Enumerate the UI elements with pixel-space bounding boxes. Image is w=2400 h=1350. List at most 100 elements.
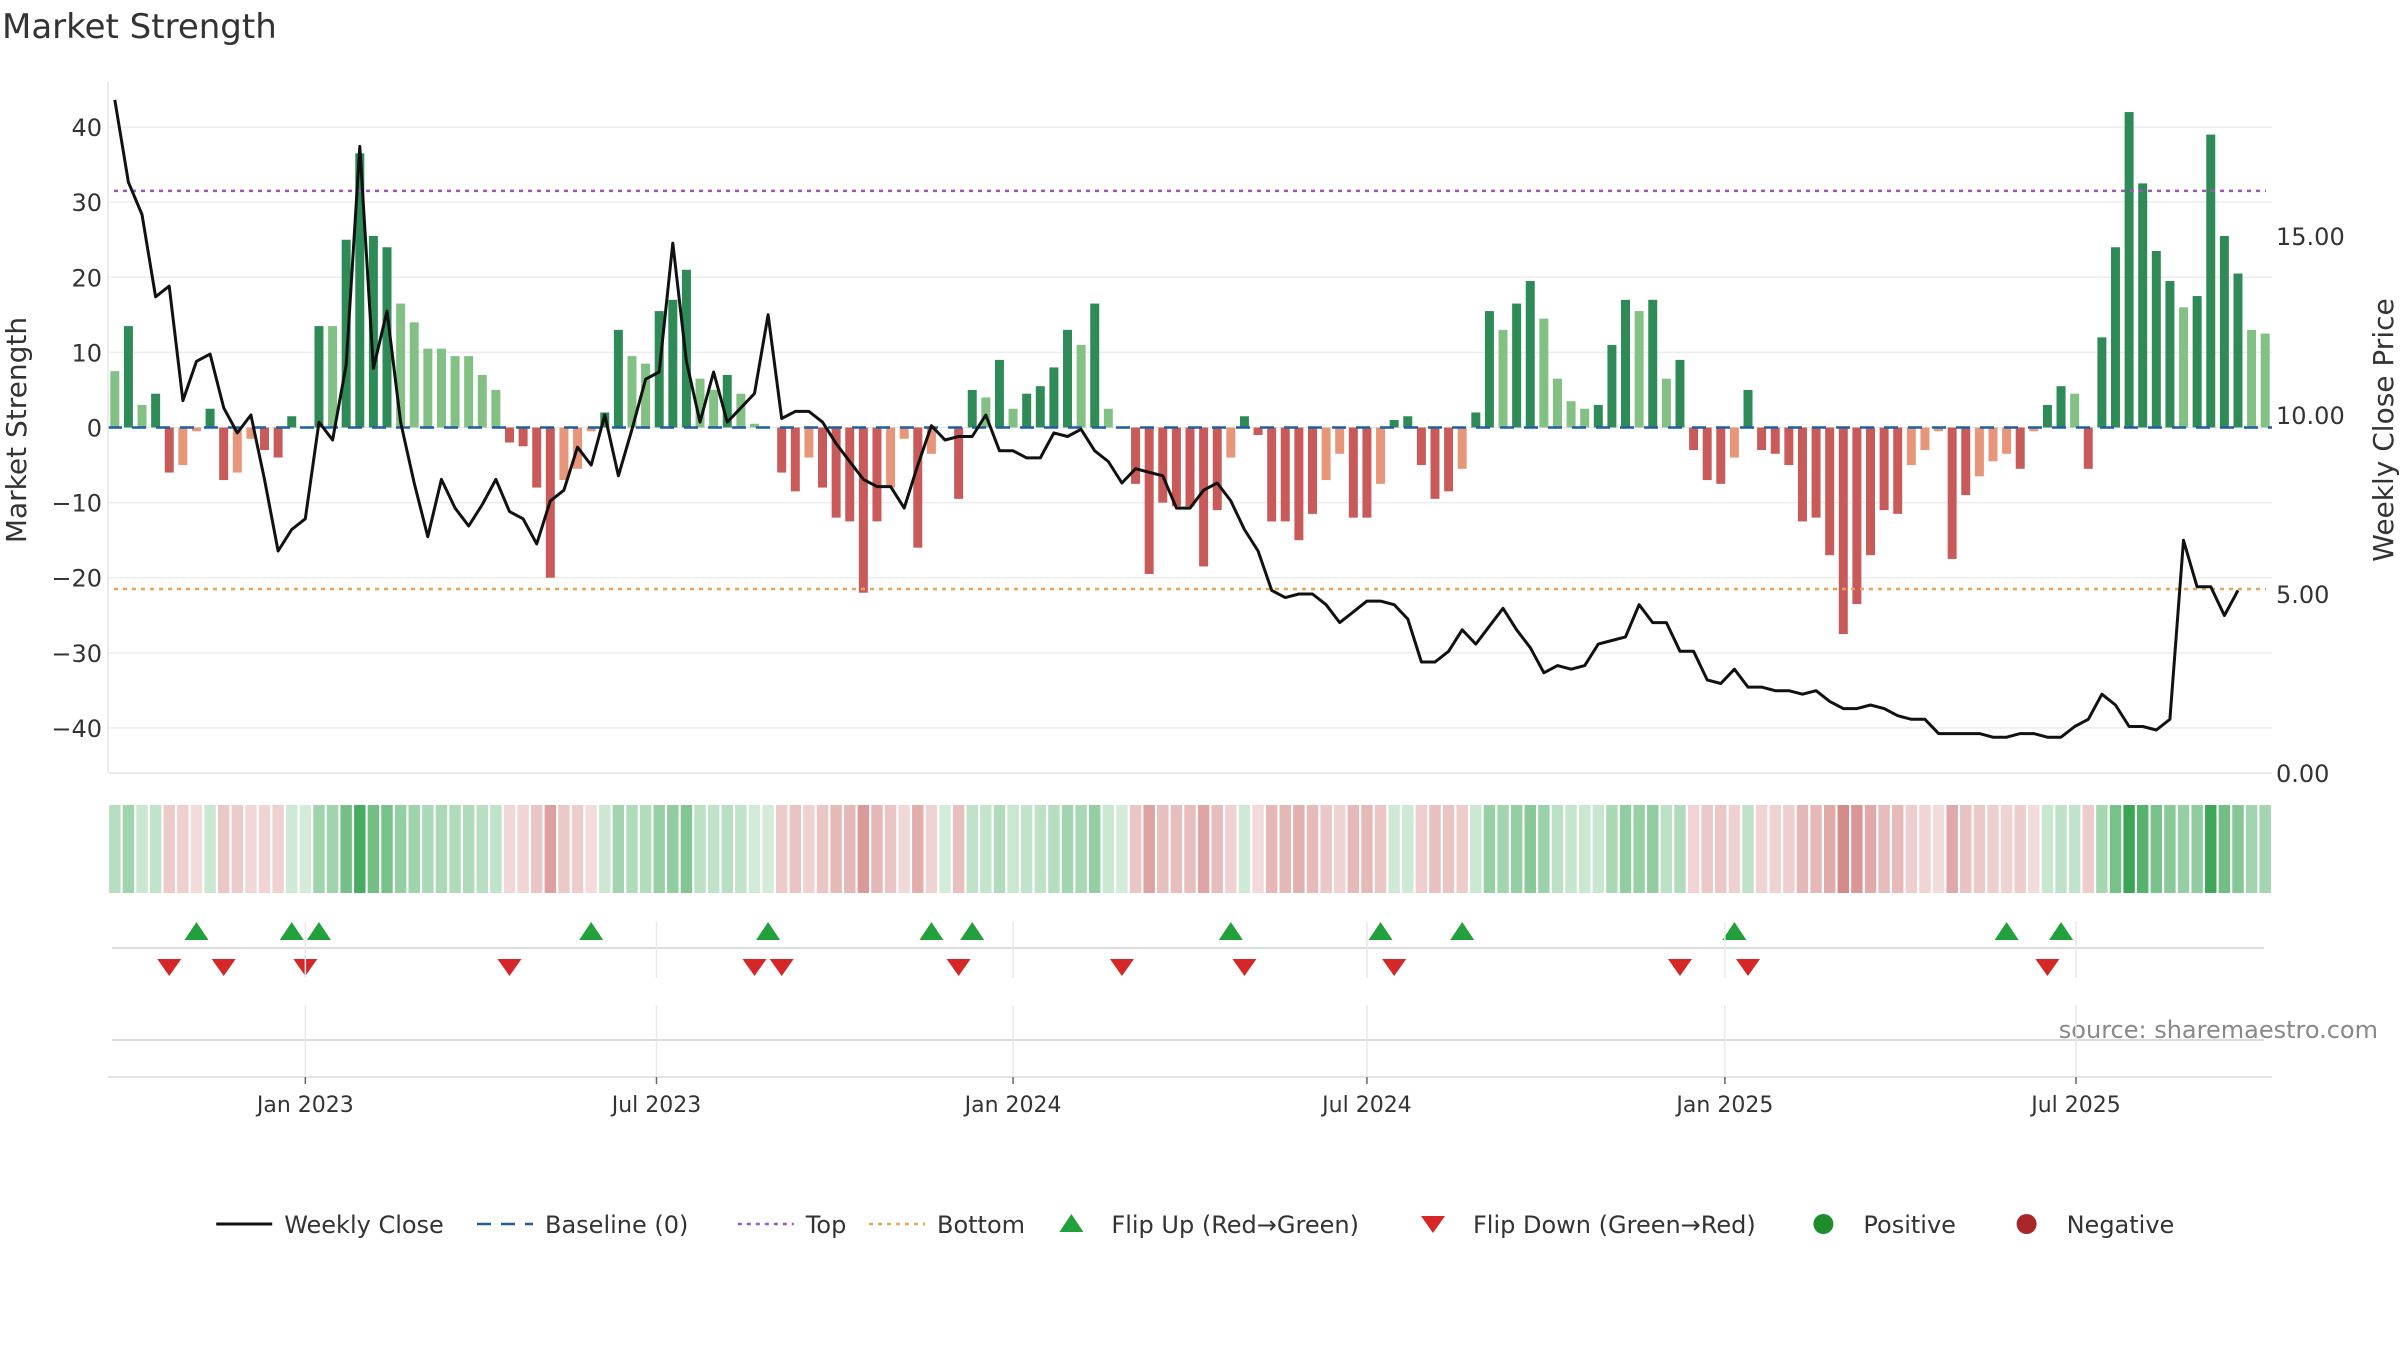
flip-up-marker [1368,922,1393,940]
strength-bar [2015,427,2025,469]
x-tick-label: Jan 2025 [1674,1093,1773,1118]
strength-bar [695,378,705,428]
heat-cell [1851,805,1863,893]
flip-up-marker [919,922,944,940]
heat-cell [1306,805,1319,893]
heat-cell [1442,805,1455,893]
y-tick-label: 10 [71,339,102,367]
flip-down-marker [1667,959,1692,976]
strength-bar [2165,281,2175,428]
strength-bar [205,408,215,428]
heat-cell [1252,805,1264,893]
heat-cell [612,805,625,893]
strength-bar [1593,404,1603,428]
heat-cell [217,805,230,893]
flip-up-marker [579,922,604,940]
legend-negative-swatch [2016,1214,2037,1234]
strength-bar [396,303,406,428]
heat-cell [1456,805,1468,893]
strength-bar [1049,367,1059,428]
heat-cell [1578,805,1591,893]
strength-bar [151,393,161,428]
strength-bar [954,427,964,499]
strength-bar [137,404,147,428]
strength-bar [749,423,759,428]
heat-cell [1129,805,1142,893]
strength-bar [2029,427,2039,432]
heat-cell [639,805,652,893]
heat-cell [177,805,189,893]
heat-cell [136,805,148,893]
strength-bar [886,427,896,488]
strength-bar [804,427,814,458]
flip-down-marker [1382,959,1407,976]
heat-cell [1524,805,1536,893]
heat-cell [449,805,461,893]
heat-cell [435,805,448,893]
legend-label: Weekly Close [284,1211,444,1239]
strength-bar [191,427,201,432]
strength-bar [246,427,256,439]
strength-bar [532,427,542,488]
heat-cell [1048,805,1060,893]
y-tick-label: 30 [71,189,102,217]
strength-bar [1648,299,1658,428]
strength-bar [219,427,229,481]
flip-up-marker [1722,922,1747,940]
strength-bar [559,427,569,481]
heat-cell [721,805,733,893]
flip-up-marker [756,922,781,940]
heat-cell [1905,805,1918,893]
strength-bar [926,427,936,454]
strength-bar [1988,427,1998,462]
strength-bar [1702,427,1712,481]
heat-cell [735,805,747,893]
strength-bar [790,427,800,492]
heat-cell [1497,805,1509,893]
strength-bar [1103,408,1113,428]
flip-down-marker [1736,959,1761,976]
flip-down-marker [2035,959,2060,976]
chart-title: Market Strength [2,7,277,47]
heat-cell [2109,805,2122,893]
y-tick-label: 20 [71,264,102,292]
heat-cell [1633,805,1645,893]
heat-cell [1932,805,1945,893]
flip-down-marker [742,959,767,976]
legend-flip-down-swatch [1421,1216,1445,1233]
heat-cell [1020,805,1033,893]
heat-cell [1919,805,1931,893]
heat-cell [2232,805,2244,893]
heat-cell [1674,805,1686,893]
heat-cell [190,805,203,893]
strength-bar [1280,427,1290,522]
heat-cell [830,805,842,893]
strength-bar [1498,329,1508,428]
heat-cell [1973,805,1986,893]
strength-bar [1879,427,1889,511]
strength-bar [1403,416,1413,428]
heat-cell [1728,805,1741,893]
heat-cell [939,805,951,893]
heat-cell [1075,805,1087,893]
strength-bar [505,427,514,443]
heat-cell [844,805,856,893]
heat-cell [1769,805,1781,893]
strength-bar [178,427,188,466]
heat-cell [1701,805,1713,893]
y-tick-label: 0 [87,415,102,443]
weekly-close-line [113,99,2240,739]
heat-cell [1116,805,1128,893]
strength-bar [1770,427,1780,454]
strength-bar [1838,427,1848,635]
heat-cell [1606,805,1618,893]
strength-bar [2179,307,2189,428]
x-tick-label: Jan 2024 [963,1093,1062,1118]
heat-cell [1755,805,1768,893]
flip-down-marker [769,959,794,976]
strength-bar [1212,427,1222,511]
strength-bar [586,427,596,432]
y2-tick-label: 15.00 [2276,223,2345,251]
strength-bar [994,359,1004,428]
strength-bar [464,356,474,428]
